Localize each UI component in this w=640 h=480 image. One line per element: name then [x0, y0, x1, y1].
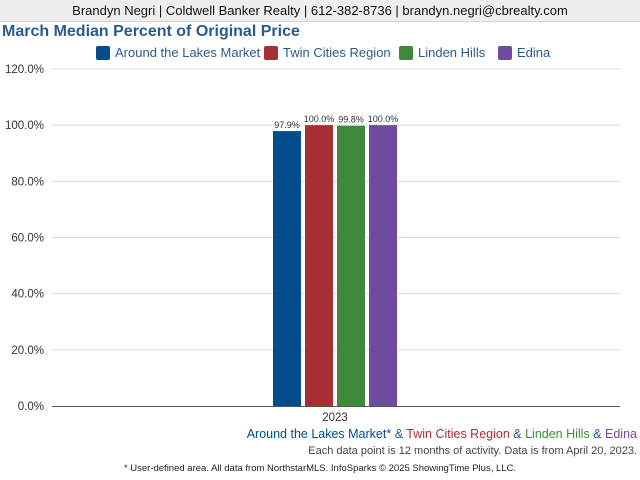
y-tick-label: 80.0%	[11, 176, 44, 188]
data-label: 100.0%	[304, 114, 335, 124]
y-tick-label: 40.0%	[11, 289, 44, 301]
y-tick-label: 60.0%	[11, 233, 44, 245]
caption-separator: &	[509, 427, 526, 441]
data-label: 97.9%	[274, 120, 300, 130]
legend-swatch	[264, 46, 278, 60]
y-tick-label: 100.0%	[5, 120, 44, 132]
legend-swatch	[96, 46, 110, 60]
contact-header: Brandyn Negri | Coldwell Banker Realty |…	[0, 0, 640, 22]
y-tick-label: 120.0%	[5, 64, 44, 76]
y-tick-label: 0.0%	[18, 401, 44, 413]
caption-series-linden-hills: Linden Hills	[525, 427, 590, 441]
bar	[273, 131, 301, 407]
x-tick-label: 2023	[322, 412, 348, 424]
y-tick-label: 20.0%	[11, 345, 44, 357]
legend-label: Around the Lakes Market	[115, 45, 261, 60]
footer-source: * User-defined area. All data from North…	[123, 463, 517, 474]
legend-label: Linden Hills	[418, 45, 486, 60]
caption-series-twin-cities: Twin Cities Region	[406, 427, 510, 441]
caption-series-around-the-lakes: Around the Lakes Market*	[246, 427, 392, 441]
legend-swatch	[498, 46, 512, 60]
chart-title: March Median Percent of Original Price	[2, 23, 300, 40]
legend-swatch	[399, 46, 413, 60]
data-note: Each data point is 12 months of activity…	[308, 445, 637, 457]
bar	[369, 125, 397, 407]
legend-label: Edina	[517, 45, 551, 60]
bar	[305, 125, 333, 407]
caption-series-edina: Edina	[605, 427, 637, 441]
caption-separator: &	[391, 427, 407, 441]
bar	[337, 125, 365, 406]
series-caption: Around the Lakes Market* & Twin Cities R…	[247, 427, 637, 441]
legend-label: Twin Cities Region	[283, 45, 391, 60]
caption-separator: &	[589, 427, 606, 441]
data-label: 100.0%	[368, 114, 399, 124]
data-label: 99.8%	[338, 115, 364, 125]
